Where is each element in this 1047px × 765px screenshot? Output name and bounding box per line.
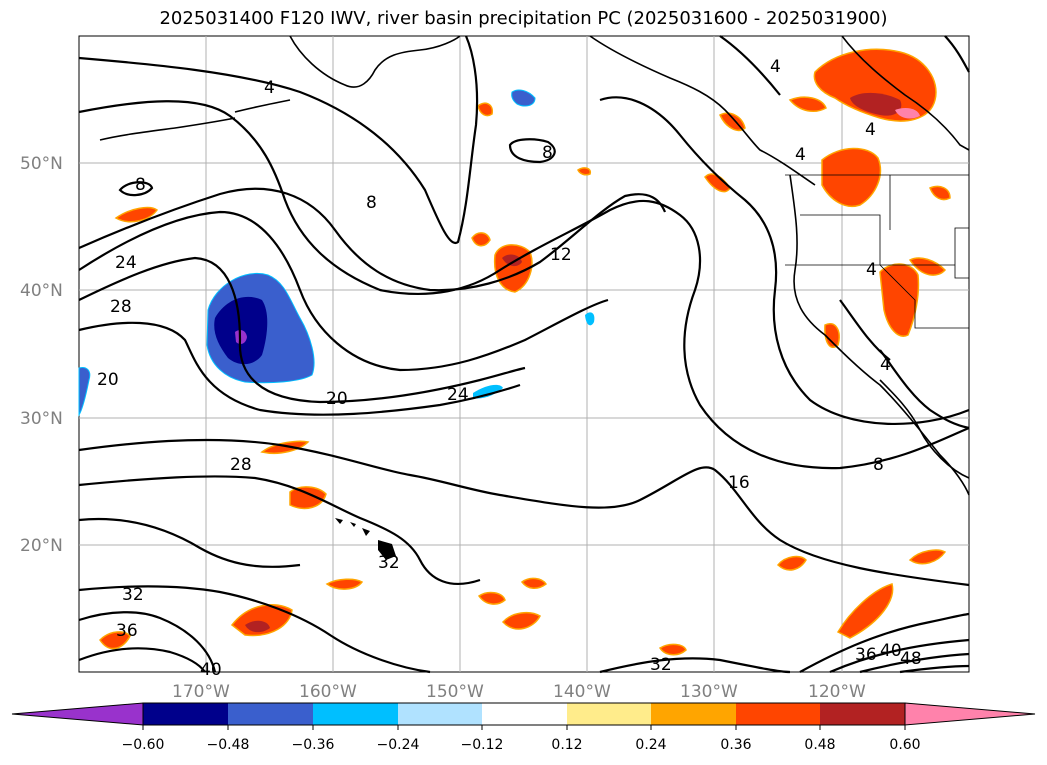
colorbar-swatch-6 [567, 703, 651, 725]
iwv-contours [78, 35, 970, 674]
positive-blob-20 [879, 263, 920, 337]
lat-label-30n: 30°N [20, 409, 63, 429]
colorbar-tick-label: −0.60 [122, 737, 165, 753]
lon-label-160w: 160°W [299, 682, 357, 702]
lon-label-130w: 130°W [680, 682, 738, 702]
positive-blob-9 [99, 631, 131, 650]
colorbar-swatch-2 [228, 703, 313, 725]
negative-blob-small-2 [473, 384, 503, 399]
graticule [79, 36, 969, 672]
positive-blob-24 [477, 102, 494, 117]
contour-label: 32 [378, 553, 400, 573]
contour-labels: 4 8 8 12 16 20 24 28 28 32 32 36 40 8 4 … [97, 57, 922, 680]
colorbar-tick-label: 0.12 [551, 737, 582, 753]
contour-label: 4 [795, 145, 806, 165]
negative-blob-north [511, 89, 536, 107]
positive-blob-15 [908, 549, 947, 565]
colorbar-tick-label: −0.24 [377, 737, 420, 753]
contour-label: 36 [855, 645, 877, 665]
contour-label: 16 [728, 473, 750, 493]
contour-label: 40 [200, 660, 222, 680]
state-borders [785, 174, 970, 329]
lat-label-50n: 50°N [20, 154, 63, 174]
colorbar-swatch-8 [736, 703, 820, 725]
contour-label: 8 [542, 143, 553, 163]
positive-blob-8 [325, 578, 364, 590]
contour-label: 8 [366, 193, 377, 213]
positive-blob-17 [813, 48, 937, 122]
map-area: 50°N 40°N 30°N 20°N 170°W 160°W 150°W 14… [20, 35, 970, 702]
lon-label-120w: 120°W [808, 682, 866, 702]
positive-blob-17-peak [895, 108, 920, 119]
contour-label: 4 [880, 355, 891, 375]
map-title: 2025031400 F120 IWV, river basin precipi… [159, 8, 888, 29]
positive-blob-23 [824, 323, 840, 348]
lon-label-150w: 150°W [426, 682, 484, 702]
contour-label: 32 [650, 655, 672, 675]
colorbar-tick-label: −0.48 [207, 737, 250, 753]
positive-blob-14 [776, 555, 807, 571]
contour-label: 32 [122, 585, 144, 605]
positive-blob-17-core [850, 92, 902, 116]
contour-label: 48 [900, 649, 922, 669]
coastlines [99, 35, 970, 496]
contour-label: 24 [115, 253, 137, 273]
positive-blob-22 [929, 185, 951, 201]
contour-label: 28 [110, 297, 132, 317]
contour-label: 8 [873, 455, 884, 475]
negative-blob-small-1 [585, 312, 595, 326]
colorbar-tick-label: 0.60 [889, 737, 920, 753]
contour-label: 4 [264, 78, 275, 98]
contour-label: 12 [550, 245, 572, 265]
positive-blob-5 [289, 486, 327, 510]
hawaii-islands [335, 518, 396, 560]
colorbar-swatch-5 [482, 703, 567, 725]
colorbar-swatch-3 [313, 703, 398, 725]
colorbar-tick-label: 0.36 [720, 737, 751, 753]
colorbar: −0.60 −0.48 −0.36 −0.24 −0.12 0.12 0.24 … [11, 702, 1036, 753]
positive-blob-11 [501, 611, 541, 630]
lon-label-140w: 140°W [553, 682, 611, 702]
colorbar-swatch-0 [11, 702, 144, 726]
contour-label: 4 [770, 57, 781, 77]
lat-label-40n: 40°N [20, 281, 63, 301]
positive-blob-13 [658, 643, 687, 656]
colorbar-tick-label: −0.36 [292, 737, 335, 753]
lat-label-20n: 20°N [20, 536, 63, 556]
contour-label: 24 [447, 385, 469, 405]
contour-label: 28 [230, 455, 252, 475]
positive-blob-18 [788, 96, 827, 113]
longitude-labels: 170°W 160°W 150°W 140°W 130°W 120°W [172, 682, 866, 702]
positive-blob-16 [836, 583, 894, 639]
positive-blob-7-core [245, 620, 270, 633]
colorbar-tick-label: −0.12 [461, 737, 504, 753]
contour-label: 4 [866, 260, 877, 280]
colorbar-tick-label: 0.48 [804, 737, 835, 753]
contour-label: 36 [116, 621, 138, 641]
latitude-labels: 50°N 40°N 30°N 20°N [20, 154, 63, 556]
contour-label: 20 [326, 389, 348, 409]
positive-blob-12 [520, 577, 548, 589]
positive-blob-19 [821, 147, 882, 207]
positive-blob-21 [908, 257, 947, 276]
colorbar-swatch-1 [143, 703, 228, 725]
positive-blob-4 [114, 206, 159, 223]
colorbar-swatch-7 [651, 703, 736, 725]
positive-blob-2 [471, 232, 491, 247]
positive-blob-25 [577, 167, 592, 176]
positive-blob-10 [477, 591, 506, 605]
colorbar-swatch-9 [820, 703, 905, 725]
colorbar-swatch-4 [398, 703, 482, 725]
lon-label-170w: 170°W [172, 682, 230, 702]
positive-blob-1-core [502, 254, 522, 267]
colorbar-swatch-10 [904, 702, 1036, 726]
colorbar-tick-label: 0.24 [635, 737, 666, 753]
negative-blob-west [78, 367, 91, 417]
contour-label: 40 [880, 641, 902, 661]
contour-label: 8 [135, 175, 146, 195]
contour-label: 20 [97, 370, 119, 390]
contour-label: 4 [865, 120, 876, 140]
